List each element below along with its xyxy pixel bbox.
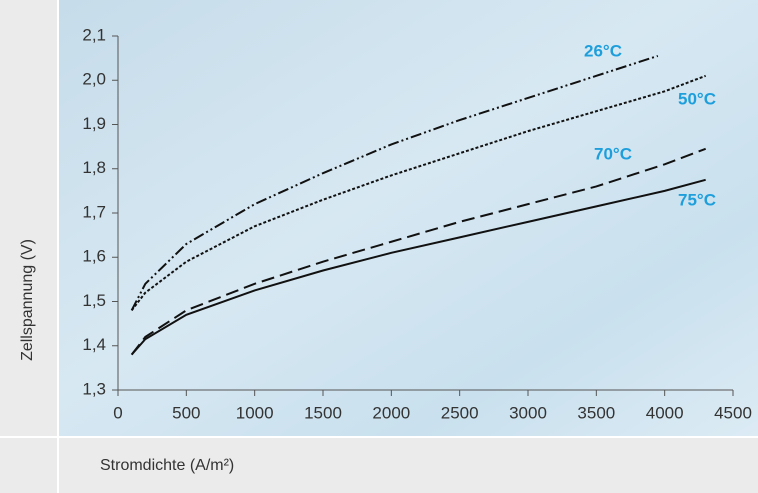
x-tick-label: 4500 bbox=[714, 403, 752, 422]
y-tick-label: 1,7 bbox=[82, 202, 106, 221]
x-tick-label: 1000 bbox=[236, 403, 274, 422]
x-tick-label: 4000 bbox=[646, 403, 684, 422]
x-tick-label: 3000 bbox=[509, 403, 547, 422]
series-label: 26°C bbox=[584, 41, 622, 60]
y-tick-label: 2,1 bbox=[82, 25, 106, 44]
x-tick-label: 2500 bbox=[441, 403, 479, 422]
series-label: 75°C bbox=[678, 190, 716, 209]
plot-background bbox=[59, 0, 758, 436]
y-tick-label: 1,8 bbox=[82, 158, 106, 177]
x-tick-label: 1500 bbox=[304, 403, 342, 422]
y-tick-label: 1,3 bbox=[82, 379, 106, 398]
y-tick-label: 1,9 bbox=[82, 114, 106, 133]
y-tick-label: 1,5 bbox=[82, 291, 106, 310]
y-tick-label: 1,6 bbox=[82, 247, 106, 266]
x-tick-label: 0 bbox=[113, 403, 122, 422]
y-tick-label: 1,4 bbox=[82, 335, 106, 354]
x-tick-label: 500 bbox=[172, 403, 200, 422]
y-tick-label: 2,0 bbox=[82, 70, 106, 89]
series-label: 70°C bbox=[594, 144, 632, 163]
series-label: 50°C bbox=[678, 89, 716, 108]
x-axis-label: Stromdichte (A/m²) bbox=[100, 457, 234, 474]
x-tick-label: 2000 bbox=[372, 403, 410, 422]
y-axis-label: Zellspannung (V) bbox=[19, 239, 36, 361]
chart: Zellspannung (V) Stromdichte (A/m²) 1,3 1… bbox=[0, 0, 758, 493]
x-tick-label: 3500 bbox=[577, 403, 615, 422]
